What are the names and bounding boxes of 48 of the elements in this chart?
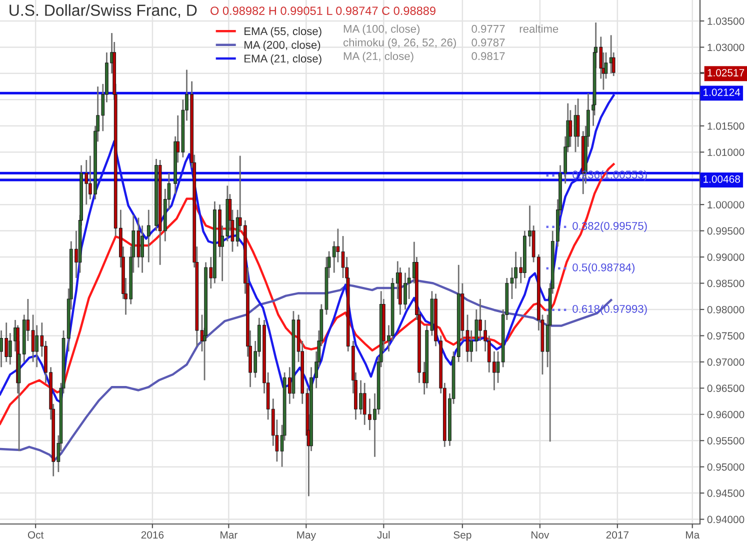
x-tick-label: Nov [532,531,550,539]
annotation: chimoku (9, 26, 52, 26) [343,38,456,49]
y-tick-label: 0.97500 [707,332,744,340]
y-tick-label: 0.99500 [707,227,744,235]
x-tick-label: Ma [686,531,700,539]
annotation: 0.9787 [472,38,505,46]
y-tick-label: 0.96500 [707,384,744,392]
candlestick [146,209,150,263]
candlestick [496,350,500,384]
x-tick-label: Oct [28,531,44,539]
y-tick-label: 0.98000 [707,306,744,314]
annotation: 0.9817 [472,52,505,60]
legend-label: MA (200, close) [244,40,320,52]
chart-title: U.S. Dollar/Swiss Franc, D [10,4,197,18]
y-tick-label: 0.94500 [707,490,744,497]
y-tick-label: 0.96000 [707,410,744,418]
annotation: realtime [520,24,558,33]
candlestick [140,224,144,274]
candlestick [31,314,35,363]
x-tick-label: May [297,531,316,541]
legend-label: EMA (21, close) [244,54,322,65]
y-tick-label: 1.01000 [708,148,744,156]
chart-subtitle: O 0.98982 H 0.99051 L 0.98747 C 0.98889 [210,6,436,15]
x-tick-label: Sep [454,531,472,541]
y-tick-label: 0.94000 [707,516,744,524]
y-tick-label: 1.03500 [708,17,744,25]
annotation: MA (100, close) [344,24,420,35]
x-tick-label: 2017 [606,531,628,539]
annotation: 0.5(0.98784) [572,263,634,274]
candlestick [466,314,470,363]
y-tick-label: 0.99000 [707,254,744,261]
y-tick-label: 1.00000 [708,201,744,208]
legend-label: EMA (55, close) [244,26,322,38]
ref-line-label: 1.02124 [704,88,740,96]
candlestick [336,228,340,263]
y-tick-label: 1.02517 [708,69,744,76]
annotation: MA (21, close) [344,52,414,62]
y-tick-label: 1.03000 [708,44,744,52]
x-tick-label: Mar [220,531,238,539]
x-tick-label: 2016 [141,531,164,539]
annotation: 0.9777 [472,24,505,33]
y-tick-label: 0.97000 [707,358,744,366]
x-tick-label: Jul [377,530,390,539]
y-tick-label: 0.95000 [707,463,744,471]
y-tick-label: 1.01500 [708,122,744,130]
y-tick-label: 0.95500 [707,437,744,444]
y-tick-label: 0.98500 [707,280,744,288]
ref-line-label: 1.00468 [704,175,740,183]
